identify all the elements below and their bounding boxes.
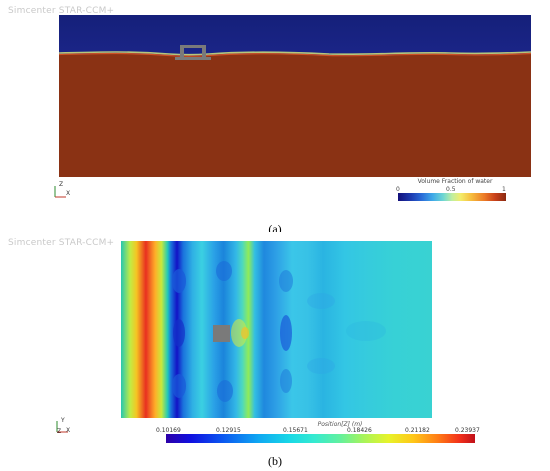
- colorbar-title: Position[Z] (m): [317, 421, 363, 428]
- colorbar-tick: 0.15671: [283, 427, 308, 434]
- colorbar-tick: 0.5: [446, 186, 456, 193]
- contour-blob: [307, 293, 335, 309]
- volume-fraction-field: [59, 45, 531, 177]
- contour-blob: [241, 327, 249, 339]
- contour-blob: [231, 319, 247, 347]
- axis-triad-a: [52, 183, 70, 201]
- position-z-viewport[interactable]: [121, 241, 432, 418]
- axis-label-y: Y: [61, 417, 65, 424]
- contour-blob: [280, 369, 292, 393]
- app-watermark: Simcenter STAR-CCM+: [8, 238, 115, 248]
- colorbar-tick: 0.10169: [156, 427, 181, 434]
- volume-fraction-viewport[interactable]: [59, 15, 531, 177]
- colorbar-tick: 0: [396, 186, 400, 193]
- app-watermark: Simcenter STAR-CCM+: [8, 6, 115, 16]
- colorbar: [166, 434, 475, 443]
- colorbar-tick: 0.12915: [216, 427, 241, 434]
- contour-blob: [172, 374, 186, 398]
- colorbar-tick: 1: [502, 186, 506, 193]
- colorbar: [398, 193, 506, 201]
- axis-triad-b: [54, 418, 72, 436]
- axis-label-z: Z: [59, 181, 64, 188]
- structure-model: [175, 45, 211, 60]
- panel-a: Simcenter STAR-CCM+ Z X Volume Fraction …: [0, 0, 550, 236]
- colorbar-tick: 0.21182: [405, 427, 430, 434]
- caption-b: (b): [268, 454, 282, 468]
- colorbar-tick: 0.23937: [455, 427, 480, 434]
- structure-model: [213, 325, 230, 342]
- contour-blob: [280, 315, 292, 351]
- contour-blob: [216, 261, 232, 281]
- axis-label-x: X: [66, 427, 71, 434]
- contour-blob: [307, 358, 335, 374]
- colorbar-tick: 0.18426: [347, 427, 372, 434]
- contour-blob: [346, 321, 386, 341]
- free-surface-region: [59, 53, 531, 177]
- contour-blob: [217, 380, 233, 402]
- colorbar-title: Volume Fraction of water: [417, 178, 493, 185]
- panel-b: Simcenter STAR-CCM+ Y Z X Posit: [0, 232, 550, 471]
- contour-blob: [279, 270, 293, 292]
- contour-blob: [173, 319, 185, 347]
- contour-blob: [172, 269, 186, 293]
- axis-label-z: Z: [57, 428, 62, 435]
- position-z-field: [172, 261, 386, 402]
- axis-label-x: X: [66, 190, 71, 197]
- interface-band: [59, 51, 531, 56]
